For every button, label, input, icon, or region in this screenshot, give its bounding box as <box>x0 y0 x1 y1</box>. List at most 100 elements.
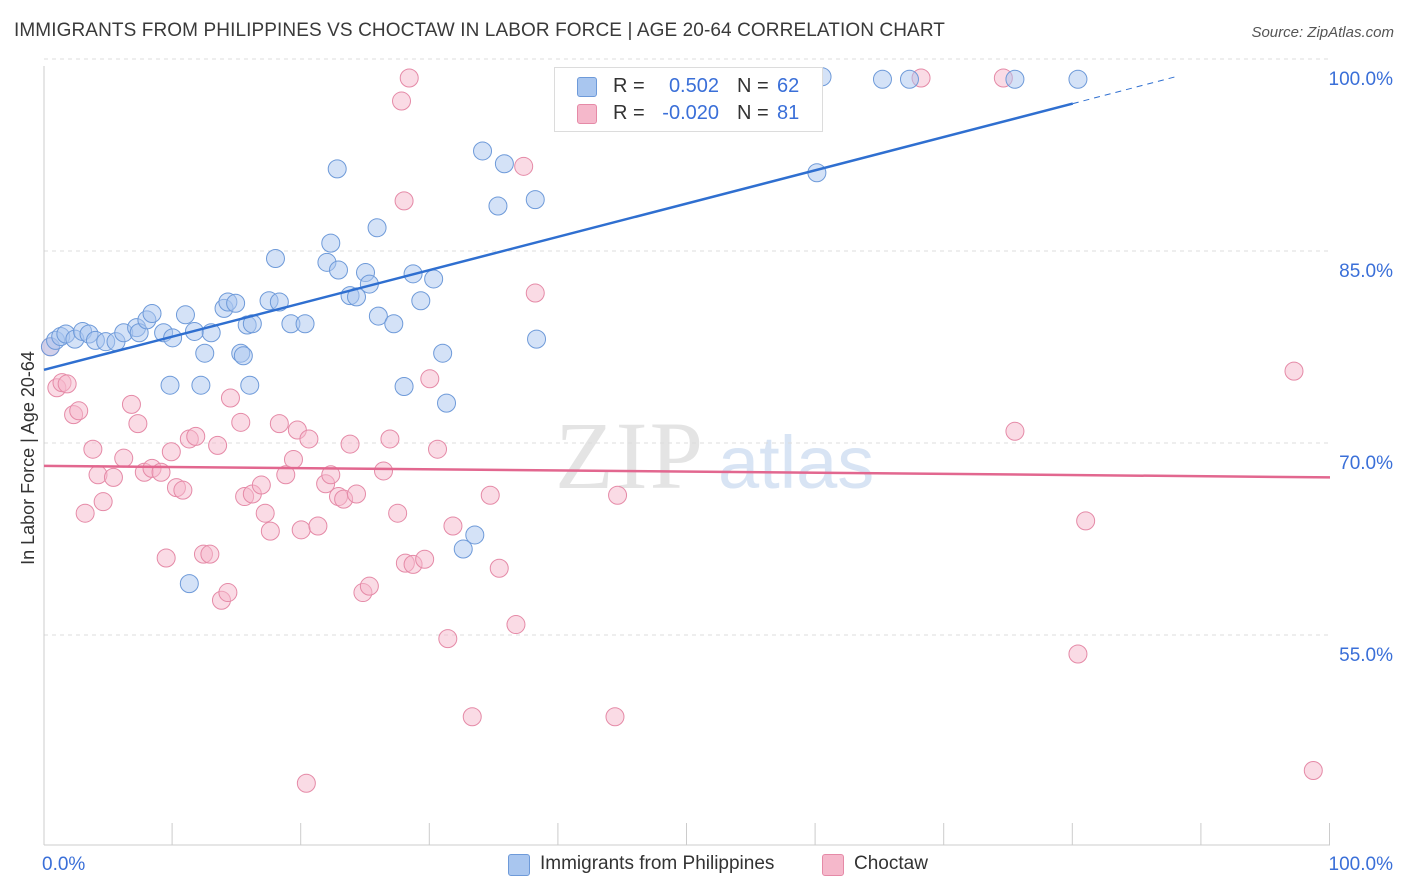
philippines-point <box>175 305 195 325</box>
y-tick-label: 100.0% <box>1329 69 1394 90</box>
philippines-point <box>295 314 315 334</box>
choctaw-point <box>380 429 400 449</box>
philippines-point <box>233 346 253 366</box>
x-tick-label-max: 100.0% <box>1329 854 1394 875</box>
philippines-point <box>226 293 246 313</box>
legend-r-label: R = <box>613 102 645 124</box>
choctaw-point <box>1284 361 1304 381</box>
choctaw-point <box>93 492 113 512</box>
philippines-point <box>424 269 444 289</box>
choctaw-point <box>415 549 435 569</box>
philippines-point <box>1068 69 1088 89</box>
philippines-point <box>394 376 414 396</box>
choctaw-point <box>605 707 625 727</box>
choctaw-point <box>374 461 394 481</box>
philippines-point <box>195 343 215 363</box>
philippines-point <box>527 329 547 349</box>
philippines-point <box>321 233 341 253</box>
choctaw-point <box>388 503 408 523</box>
philippines-point <box>473 141 493 161</box>
philippines-point <box>384 314 404 334</box>
philippines-point <box>488 196 508 216</box>
choctaw-point <box>392 91 412 111</box>
choctaw-point <box>269 414 289 434</box>
philippines-point <box>1005 69 1025 89</box>
philippines-point <box>240 375 260 395</box>
legend-r-label: R = <box>613 75 645 97</box>
watermark-zip: ZIP <box>555 402 705 509</box>
choctaw-point <box>1303 760 1323 780</box>
choctaw-point <box>83 439 103 459</box>
philippines-point <box>899 69 919 89</box>
choctaw-point <box>438 629 458 649</box>
legend-n-label: N = <box>737 102 769 124</box>
choctaw-point <box>340 434 360 454</box>
choctaw-point <box>299 429 319 449</box>
axes <box>43 66 1330 846</box>
choctaw-point <box>608 485 628 505</box>
philippines-point <box>433 343 453 363</box>
philippines-point <box>525 190 545 210</box>
choctaw-point <box>231 412 251 432</box>
choctaw-point <box>276 465 296 485</box>
philippines-point <box>265 248 285 268</box>
choctaw-point <box>251 475 271 495</box>
x-tick-label-min: 0.0% <box>42 854 85 875</box>
choctaw-point <box>103 467 123 487</box>
source-label: Source: ZipAtlas.com <box>1251 24 1394 41</box>
philippines-point <box>465 525 485 545</box>
legend-r-value: -0.020 <box>662 102 719 124</box>
choctaw-point <box>260 521 280 541</box>
philippines-point <box>142 304 162 324</box>
choctaw-point <box>255 503 275 523</box>
legend-n-value: 81 <box>777 102 800 124</box>
choctaw-point <box>156 548 176 568</box>
choctaw-point <box>420 369 440 389</box>
philippines-point <box>160 375 180 395</box>
choctaw-point <box>346 484 366 504</box>
choctaw-point <box>321 465 341 485</box>
gridlines <box>44 58 1330 636</box>
legend-row-choctaw: R = -0.020 N = 81 <box>555 100 822 128</box>
choctaw-trend-line <box>43 464 1331 479</box>
choctaw-point <box>220 388 240 408</box>
choctaw-point <box>394 191 414 211</box>
philippines-point <box>367 218 387 238</box>
choctaw-point <box>291 520 311 540</box>
philippines-point <box>411 291 431 311</box>
choctaw-point <box>173 480 193 500</box>
choctaw-point <box>489 558 509 578</box>
choctaw-point <box>296 773 316 793</box>
correlation-legend: R = 0.502 N = 62 R = -0.020 N = 81 <box>554 67 823 132</box>
philippines-trend-line <box>43 102 1074 372</box>
series-label: Immigrants from Philippines <box>540 853 775 874</box>
philippines-points <box>40 67 1088 594</box>
philippines-point <box>494 154 514 174</box>
choctaw-point <box>462 707 482 727</box>
choctaw-point <box>75 503 95 523</box>
choctaw-point <box>114 448 134 468</box>
choctaw-point <box>514 156 534 176</box>
choctaw-point <box>1005 421 1025 441</box>
choctaw-points <box>40 68 1323 793</box>
legend-r-value: 0.502 <box>668 75 719 97</box>
philippines-point <box>191 375 211 395</box>
choctaw-point <box>1068 644 1088 664</box>
choctaw-point <box>283 449 303 469</box>
choctaw-point <box>308 516 328 536</box>
trend-lines <box>43 76 1331 479</box>
series-swatch-pink <box>822 854 844 876</box>
choctaw-point <box>506 615 526 635</box>
philippines-point <box>453 539 473 559</box>
choctaw-point <box>200 544 220 564</box>
y-axis-label: In Labor Force | Age 20-64 <box>18 351 38 565</box>
choctaw-point <box>428 439 448 459</box>
choctaw-point <box>1076 511 1096 531</box>
choctaw-point <box>399 68 419 88</box>
philippines-point <box>368 306 388 326</box>
legend-row-philippines: R = 0.502 N = 62 <box>555 73 822 101</box>
philippines-point <box>872 69 892 89</box>
choctaw-point <box>121 394 141 414</box>
watermark: ZIP atlas <box>555 402 874 509</box>
